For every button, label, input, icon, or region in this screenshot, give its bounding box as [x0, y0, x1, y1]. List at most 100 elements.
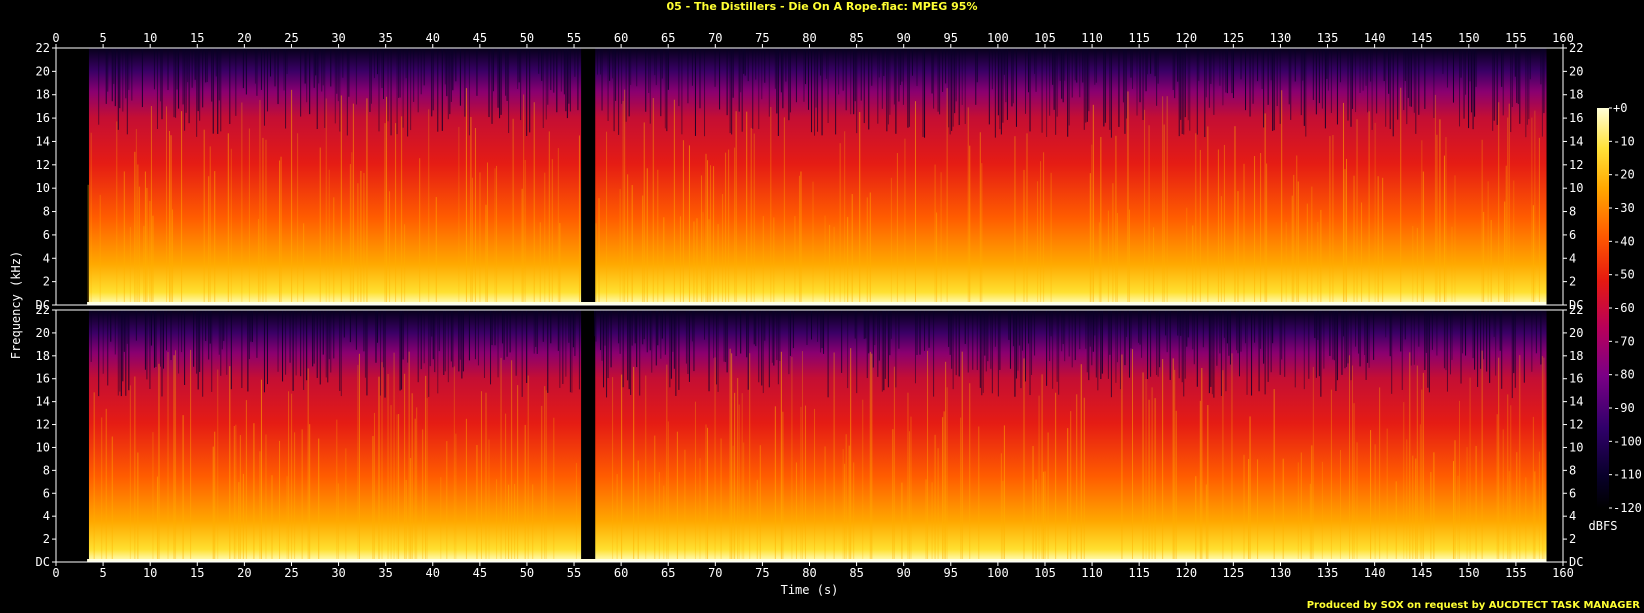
dark-transient [285, 310, 287, 375]
dark-transient [432, 48, 434, 111]
bright-transient [358, 353, 360, 562]
y-tick-label-right: 18 [1569, 88, 1583, 102]
dark-transient [1513, 310, 1515, 374]
bright-transient [1507, 394, 1509, 562]
bright-transient [1000, 453, 1002, 562]
bright-transient [485, 392, 487, 562]
dark-transient [595, 310, 597, 342]
dark-transient [615, 48, 617, 101]
bright-transient [1098, 222, 1100, 305]
dark-transient [691, 48, 693, 86]
dark-transient [398, 48, 400, 98]
dark-transient [1333, 310, 1335, 361]
dark-transient [1085, 310, 1087, 349]
bright-transient [260, 379, 262, 562]
bright-transient [606, 131, 608, 305]
bright-transient [360, 170, 362, 305]
bright-transient [1368, 111, 1370, 305]
dark-transient [826, 48, 828, 79]
x-tick-label-bottom: 80 [802, 566, 816, 580]
bright-transient [1498, 102, 1500, 305]
bright-transient [942, 417, 944, 562]
dark-transient [355, 310, 357, 350]
dark-transient [560, 48, 562, 92]
dark-transient [1172, 48, 1174, 90]
dark-transient [269, 48, 271, 77]
dark-transient [248, 310, 250, 360]
bright-transient [1436, 134, 1438, 305]
dark-transient [420, 48, 422, 95]
bright-transient [175, 350, 177, 562]
y-tick-label-right: 8 [1569, 205, 1576, 219]
dark-transient [518, 48, 520, 83]
dark-transient [340, 310, 342, 397]
bright-transient [621, 374, 623, 562]
bright-transient [693, 221, 695, 305]
bright-transient [1217, 149, 1219, 305]
dark-transient [1451, 310, 1453, 360]
dark-transient [777, 310, 779, 385]
dark-transient [497, 310, 499, 378]
dark-transient [577, 48, 579, 111]
dark-transient [1336, 310, 1338, 381]
bright-transient [667, 421, 669, 562]
dark-transient [744, 48, 746, 76]
bright-transient [1186, 207, 1188, 305]
dark-transient [1370, 48, 1372, 82]
dark-transient [649, 310, 651, 351]
dark-transient [1355, 310, 1357, 347]
bright-transient [553, 417, 555, 562]
bright-transient [738, 404, 740, 562]
dark-transient [417, 48, 419, 113]
dark-transient [1208, 310, 1210, 394]
dark-transient [1082, 48, 1084, 83]
bright-transient [1311, 186, 1313, 305]
dark-transient [1192, 310, 1194, 350]
dark-transient [670, 310, 672, 379]
bright-transient [1329, 136, 1331, 305]
x-axis-label: Time (s) [781, 583, 839, 597]
dark-transient [221, 310, 223, 350]
bright-transient [896, 153, 898, 305]
dark-transient [1237, 310, 1239, 354]
bright-transient [309, 424, 311, 562]
dark-transient [565, 310, 567, 377]
dark-transient [1294, 48, 1296, 82]
bright-transient [937, 448, 939, 562]
bright-transient [235, 424, 237, 562]
dark-transient [1347, 48, 1349, 121]
dark-transient [788, 48, 790, 121]
bright-transient [850, 348, 852, 562]
bright-transient [337, 483, 339, 562]
bright-transient [1541, 356, 1543, 562]
dark-transient [768, 310, 770, 388]
dark-transient [1058, 310, 1060, 395]
dark-transient [1404, 48, 1406, 81]
bright-transient [904, 138, 906, 305]
bright-transient [152, 432, 154, 562]
y-tick-label-right: DC [1569, 298, 1583, 312]
dark-transient [803, 48, 805, 102]
dark-transient [949, 310, 951, 355]
dark-transient [153, 310, 155, 368]
dark-transient [1302, 48, 1304, 81]
dark-transient [1279, 310, 1281, 375]
bright-transient [182, 415, 184, 562]
bright-transient [720, 438, 722, 562]
dark-transient [717, 310, 719, 392]
x-tick-label-bottom: 155 [1505, 566, 1527, 580]
bright-transient [395, 123, 397, 305]
dark-transient [491, 310, 493, 346]
x-tick-label-top: 115 [1128, 31, 1150, 45]
bright-transient [488, 439, 490, 562]
dark-transient [1270, 48, 1272, 81]
dark-transient [413, 48, 415, 102]
bright-transient [524, 424, 526, 562]
bright-transient [425, 375, 427, 562]
dark-transient [1376, 48, 1378, 114]
dark-transient [526, 48, 528, 136]
dark-transient [649, 48, 651, 124]
dark-transient [483, 310, 485, 378]
bright-transient [1281, 90, 1283, 305]
bright-transient [389, 191, 391, 305]
